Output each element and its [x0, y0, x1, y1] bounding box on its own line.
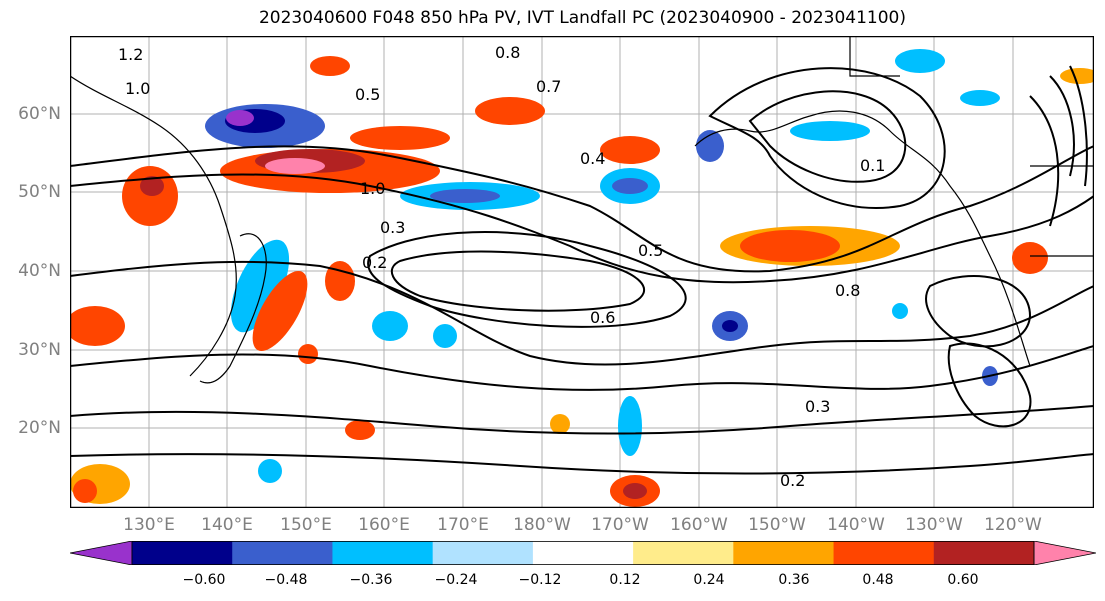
coastlines — [70, 36, 1094, 384]
contour-label: 0.5 — [638, 241, 663, 260]
colorbar-tick: −0.36 — [349, 572, 393, 588]
contour-label: 0.2 — [780, 471, 805, 490]
lon-label: 120°W — [984, 515, 1042, 535]
colorbar-segment — [532, 541, 634, 565]
lon-label: 180°W — [513, 515, 571, 535]
pv-shading — [70, 49, 1094, 507]
colorbar — [70, 541, 1096, 565]
lon-label: 150°W — [748, 515, 806, 535]
contour-label: 0.5 — [355, 85, 380, 104]
colorbar-tick: 0.24 — [693, 572, 725, 588]
colorbar-segment — [633, 541, 734, 565]
contour-labels: 1.2 1.0 0.8 0.7 0.5 0.4 0.3 0.2 0.6 0.1 … — [118, 43, 885, 490]
colorbar-tick: −0.48 — [264, 572, 308, 588]
lat-label: 50°N — [18, 182, 61, 202]
lon-label: 140°W — [827, 515, 885, 535]
contour-label: 1.0 — [125, 79, 150, 98]
colorbar-segment — [432, 541, 534, 565]
colorbar-segment — [733, 541, 835, 565]
contour-label: 0.4 — [580, 149, 605, 168]
lon-label: 150°E — [280, 515, 332, 535]
colorbar-tick: 0.36 — [778, 572, 810, 588]
contour-label: 1.0 — [360, 179, 385, 198]
colorbar-segment — [232, 541, 333, 565]
colorbar-tick: 0.60 — [947, 572, 979, 588]
lat-label: 40°N — [18, 261, 61, 281]
lon-label: 130°E — [123, 515, 175, 535]
colorbar-outline — [131, 541, 1035, 565]
colorbar-tick: 0.48 — [862, 572, 894, 588]
contour-label: 0.6 — [590, 308, 615, 327]
colorbar-tick: 0.12 — [609, 572, 641, 588]
contour-label: 0.3 — [805, 397, 830, 416]
contour-label: 0.8 — [495, 43, 520, 62]
lat-label: 20°N — [18, 418, 61, 438]
colorbar-segment — [933, 541, 1035, 565]
lon-label: 170°E — [437, 515, 489, 535]
colorbar-extend-low — [70, 541, 133, 565]
contour-label: 0.8 — [835, 281, 860, 300]
lat-label: 30°N — [18, 340, 61, 360]
colorbar-extend-high — [1033, 541, 1096, 565]
contour-label: 0.2 — [362, 253, 387, 272]
colorbar-tick: −0.24 — [434, 572, 478, 588]
contour-label: 0.1 — [860, 156, 885, 175]
lat-label: 60°N — [18, 104, 61, 124]
map-title: 2023040600 F048 850 hPa PV, IVT Landfall… — [258, 8, 906, 28]
lon-label: 170°W — [591, 515, 649, 535]
lon-label: 160°E — [358, 515, 410, 535]
contour-label: 0.7 — [536, 77, 561, 96]
ivt-contours — [70, 65, 1094, 475]
colorbar-segment — [332, 541, 434, 565]
colorbar-tick: −0.60 — [182, 572, 226, 588]
lon-label: 140°E — [201, 515, 253, 535]
map-panel: 1.2 1.0 0.8 0.7 0.5 0.4 0.3 0.2 0.6 0.1 … — [70, 36, 1094, 508]
colorbar-segment — [833, 541, 935, 565]
contour-label: 1.2 — [118, 45, 143, 64]
colorbar-segment — [132, 541, 233, 565]
lon-label: 160°W — [670, 515, 728, 535]
contour-label: 0.3 — [380, 218, 405, 237]
lon-label: 130°W — [905, 515, 963, 535]
colorbar-tick: −0.12 — [518, 572, 562, 588]
